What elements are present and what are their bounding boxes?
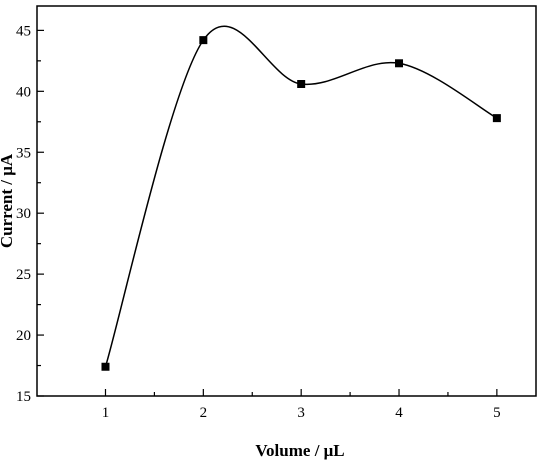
y-axis-label: Current / μA xyxy=(0,153,16,248)
x-axis-label: Volume / μL xyxy=(255,441,344,460)
y-tick-label: 35 xyxy=(16,145,31,161)
y-tick-label: 20 xyxy=(16,328,31,344)
data-markers xyxy=(101,36,501,371)
data-point xyxy=(297,80,306,88)
plot-frame xyxy=(36,5,537,397)
y-tick-label: 40 xyxy=(16,84,31,100)
y-tick-label: 45 xyxy=(16,23,31,39)
x-tick-label: 4 xyxy=(395,405,403,421)
y-tick-label: 30 xyxy=(16,206,31,222)
y-tick-label: 15 xyxy=(16,389,31,405)
data-point xyxy=(101,362,110,371)
x-tick-label: 1 xyxy=(102,405,110,421)
data-line xyxy=(104,25,498,367)
y-tick-label: 25 xyxy=(16,267,31,283)
axis-ticks xyxy=(37,29,498,397)
x-tick-label: 2 xyxy=(200,405,208,421)
data-point xyxy=(199,36,208,45)
x-tick-label: 3 xyxy=(297,405,305,421)
data-point xyxy=(395,59,404,68)
x-tick-label: 5 xyxy=(493,405,501,421)
data-point xyxy=(492,114,501,123)
